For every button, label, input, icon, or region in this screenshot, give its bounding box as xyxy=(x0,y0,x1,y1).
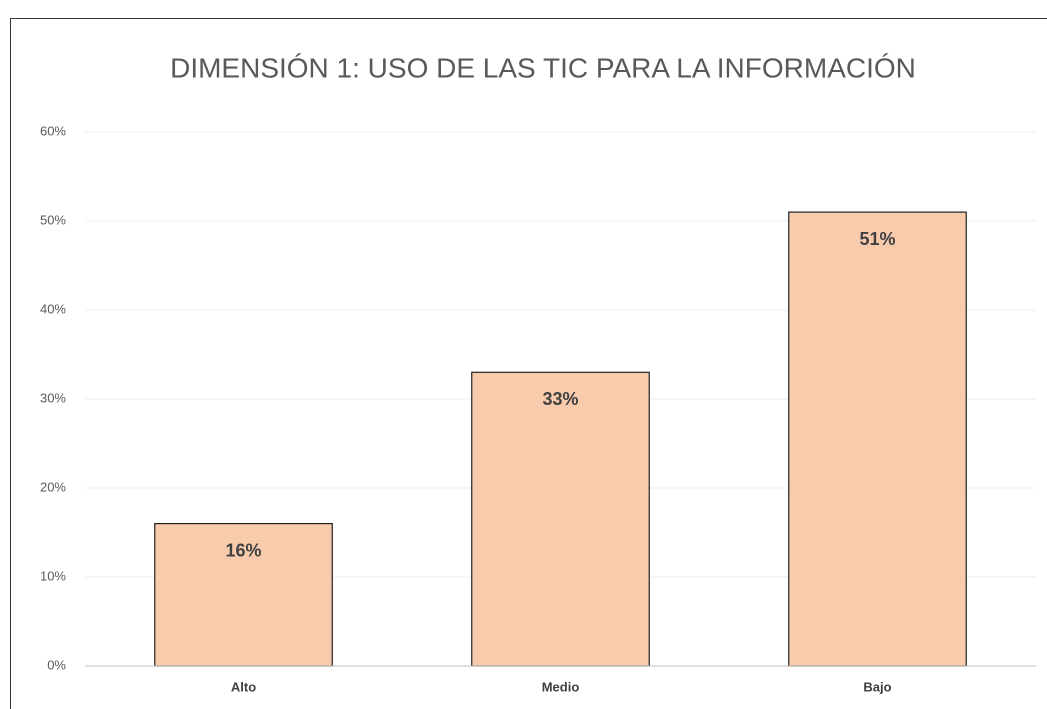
y-tick-label: 30% xyxy=(40,390,66,405)
bar xyxy=(154,522,333,667)
chart-title: DIMENSIÓN 1: USO DE LAS TIC PARA LA INFO… xyxy=(170,52,916,83)
x-tick-label: Bajo xyxy=(863,679,891,694)
y-tick-label: 40% xyxy=(40,301,66,316)
bar xyxy=(471,371,650,667)
bar xyxy=(788,211,967,667)
y-tick-label: 20% xyxy=(40,479,66,494)
y-tick-label: 10% xyxy=(40,568,66,583)
y-tick-label: 50% xyxy=(40,212,66,227)
y-tick-label: 60% xyxy=(40,123,66,138)
x-tick-label: Alto xyxy=(231,679,256,694)
y-tick-label: 0% xyxy=(47,657,66,672)
x-tick-label: Medio xyxy=(542,679,580,694)
data-label: 16% xyxy=(225,540,261,560)
data-label: 51% xyxy=(859,229,895,249)
data-label: 33% xyxy=(542,389,578,409)
